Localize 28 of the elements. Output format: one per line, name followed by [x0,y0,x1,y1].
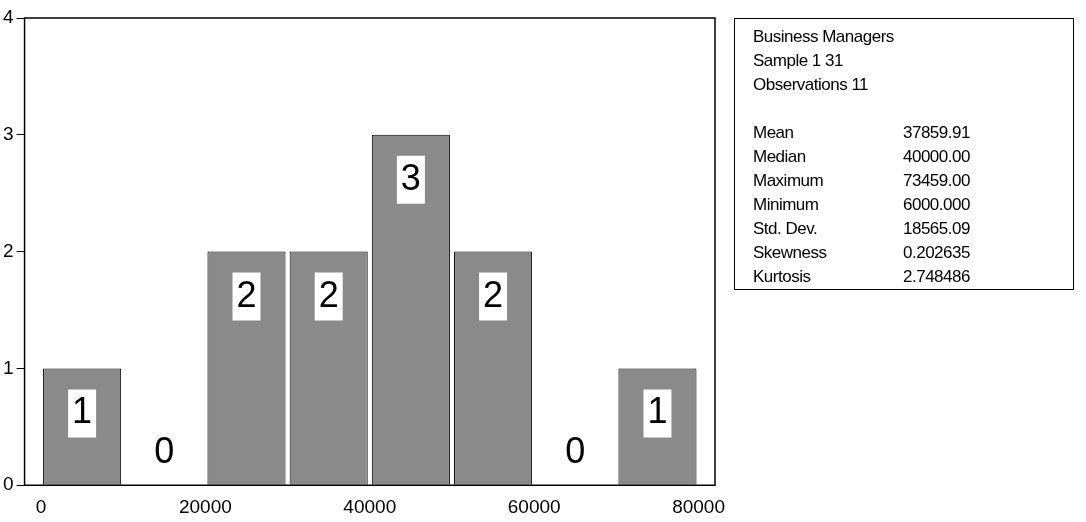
data-label: 3 [400,156,421,198]
y-tick-label: 4 [2,6,14,28]
y-tick-label: 1 [2,356,14,378]
x-tick-label: 0 [35,495,47,517]
data-label: 1 [72,390,93,432]
data-label: 2 [483,273,504,315]
text: Business Managers [753,26,895,48]
data-label: 2 [236,273,257,315]
x-tick-label: 80000 [672,495,725,517]
y-tick-label: 2 [2,239,14,261]
text: Skewness 0.202635 [753,243,970,262]
data-label: 0 [565,430,586,472]
text: Sample 1 31 [753,50,844,72]
y-tick-label: 3 [2,123,14,145]
text: Mean 37859.91 [753,123,970,142]
x-tick-label: 60000 [507,495,561,517]
text: Observations 11 [753,74,870,96]
y-tick-label: 0 [2,473,14,495]
data-label: 0 [154,430,175,472]
x-tick-label: 40000 [343,495,397,517]
text: Median 40000.00 [753,147,970,166]
x-tick-label: 20000 [178,495,232,517]
text: Minimum 6000.000 [753,195,970,214]
text: Maximum 73459.00 [753,171,970,190]
data-label: 2 [318,273,339,315]
text: Kurtosis 2.748486 [753,267,970,286]
data-label: 1 [647,390,668,432]
text: Std. Dev. 18565.09 [753,219,970,238]
